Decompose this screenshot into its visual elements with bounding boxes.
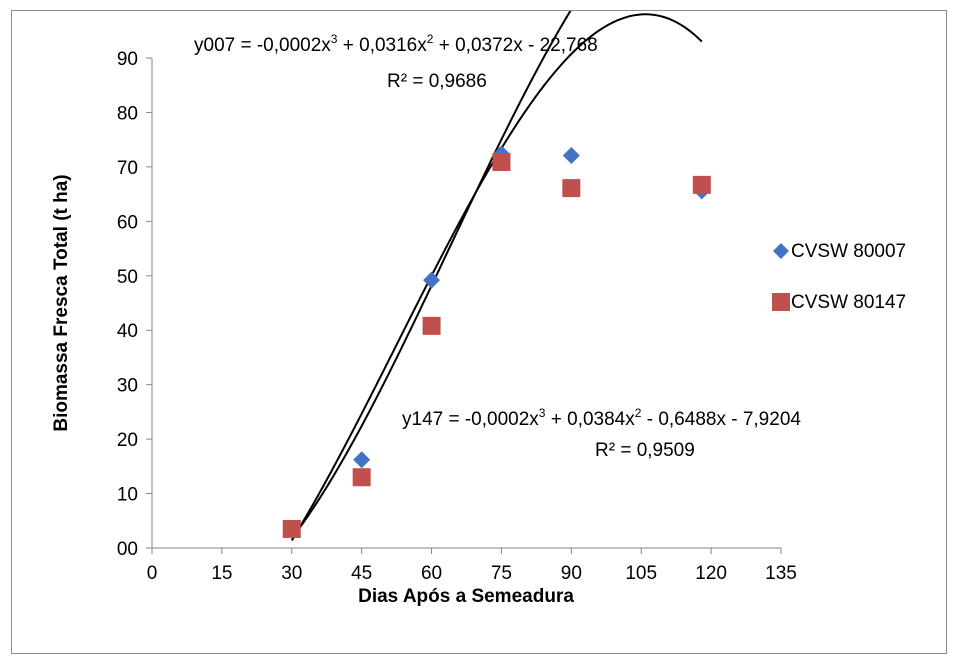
legend-label-80007: CVSW 80007 [791, 241, 906, 262]
data-point-80147 [422, 316, 441, 335]
trendline-80007 [290, 13, 703, 541]
data-point-80007 [562, 146, 580, 164]
eq1-mid: + 0,0316x [337, 35, 427, 56]
trendline-80147 [290, 0, 579, 539]
eq1-exp1: 3 [331, 32, 338, 46]
legend-item-80147: CVSW 80147 [772, 292, 906, 313]
data-point-80147 [282, 519, 301, 538]
x-tick-label: 60 [421, 563, 442, 584]
eq1-suffix: + 0,0372x - 22,768 [433, 35, 597, 56]
x-tick-label: 15 [211, 563, 232, 584]
y-tick-label: 20 [117, 430, 138, 451]
equation-annotation-80007: y007 = -0,0002x3 + 0,0316x2 + 0,0372x - … [194, 32, 598, 56]
legend-marker-diamond [773, 243, 789, 259]
data-point-80007 [423, 271, 441, 289]
eq1-exp2: 2 [427, 32, 434, 46]
data-point-80147 [352, 468, 371, 487]
legend-label-80147: CVSW 80147 [791, 292, 906, 313]
y-tick-label: 10 [117, 485, 138, 506]
y-tick-label: 00 [117, 539, 138, 560]
y-tick-label: 80 [117, 103, 138, 124]
x-tick-label: 120 [695, 563, 727, 584]
x-tick-label: 75 [491, 563, 512, 584]
chart-svg: 00 10 20 30 40 50 60 70 80 90 0 15 30 45 60 75 90 105 120 1… [51, 0, 906, 607]
equation-annotation-80147: y147 = -0,0002x3 + 0,0384x2 - 0,6488x - … [402, 406, 801, 430]
y-tick-label: 70 [117, 158, 138, 179]
y-tick-label: 60 [117, 212, 138, 233]
axes: 00 10 20 30 40 50 60 70 80 90 0 15 30 45 60 75 90 105 120 1… [117, 49, 797, 584]
legend-item-80007: CVSW 80007 [773, 241, 906, 262]
trendlines [290, 0, 703, 541]
r2-annotation-80007: R² = 0,9686 [387, 71, 487, 92]
data-point-80147 [492, 152, 511, 171]
x-tick-label: 105 [625, 563, 657, 584]
y-axis-title: Biomassa Fresca Total (t ha) [51, 174, 72, 431]
x-tick-label: 30 [281, 563, 302, 584]
data-points [282, 145, 711, 538]
eq2-prefix: y147 = -0,0002x [402, 409, 539, 430]
data-point-80007 [353, 451, 371, 469]
y-tick-label: 40 [117, 321, 138, 342]
x-tick-label: 45 [351, 563, 372, 584]
r2-annotation-80147: R² = 0,9509 [595, 440, 695, 461]
eq2-exp2: 2 [635, 406, 642, 420]
data-point-80147 [562, 179, 581, 198]
eq2-exp1: 3 [539, 406, 546, 420]
x-tick-label: 0 [147, 563, 158, 584]
eq1-prefix: y007 = -0,0002x [194, 35, 331, 56]
x-axis-title: Dias Após a Semeadura [358, 586, 574, 607]
y-tick-label: 90 [117, 49, 138, 70]
x-tick-label: 135 [765, 563, 797, 584]
data-point-80147 [692, 175, 711, 194]
eq2-mid: + 0,0384x [545, 409, 635, 430]
legend: CVSW 80007 CVSW 80147 [772, 241, 906, 313]
y-tick-label: 50 [117, 267, 138, 288]
x-tick-label: 90 [561, 563, 582, 584]
legend-marker-square [772, 293, 790, 311]
eq2-suffix: - 0,6488x - 7,9204 [641, 409, 801, 430]
y-tick-label: 30 [117, 376, 138, 397]
chart-frame: 00 10 20 30 40 50 60 70 80 90 0 15 30 45 60 75 90 105 120 1… [11, 0, 947, 654]
